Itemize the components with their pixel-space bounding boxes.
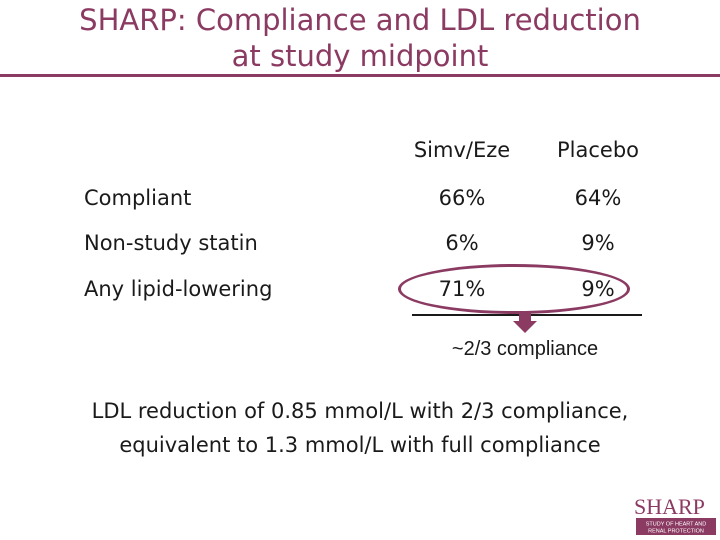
compliance-note: ~2/3 compliance [451,338,599,360]
title-underline [0,74,720,77]
logo-tagline-line-2: RENAL PROTECTION [648,529,704,535]
conclusion-line-2: equivalent to 1.3 mmol/L with full compl… [119,433,601,457]
slide-title: SHARP: Compliance and LDL reduction at s… [0,2,720,74]
row-label-compliant: Compliant [84,186,192,210]
logo-wordmark: SHARP [634,494,705,519]
logo-banner [636,518,716,535]
conclusion-line-1: LDL reduction of 0.85 mmol/L with 2/3 co… [91,399,629,423]
slide-title-line-1: SHARP: Compliance and LDL reduction [79,3,641,37]
conclusion-text: LDL reduction of 0.85 mmol/L with 2/3 co… [30,394,690,462]
column-header-placebo: Placebo [556,138,639,162]
sharp-logo: SHARP STUDY OF HEART AND RENAL PROTECTIO… [632,492,718,536]
cell-non-study-statin-placebo: 9% [581,231,615,255]
logo-tagline-line-1: STUDY OF HEART AND [646,522,707,528]
cell-compliant-placebo: 64% [574,186,622,210]
down-arrow-stem [519,312,531,322]
slide-title-line-2: at study midpoint [231,39,489,73]
column-header-simv-eze: Simv/Eze [413,138,511,162]
cell-non-study-statin-simv-eze: 6% [445,231,479,255]
row-label-non-study-statin: Non-study statin [84,231,258,255]
sharp-logo-graphic: SHARP STUDY OF HEART AND RENAL PROTECTIO… [634,494,716,535]
cell-compliant-simv-eze: 66% [438,186,486,210]
highlight-ellipse [398,264,630,314]
down-arrow-icon [513,321,537,333]
row-label-any-lipid-lowering: Any lipid-lowering [84,277,273,301]
